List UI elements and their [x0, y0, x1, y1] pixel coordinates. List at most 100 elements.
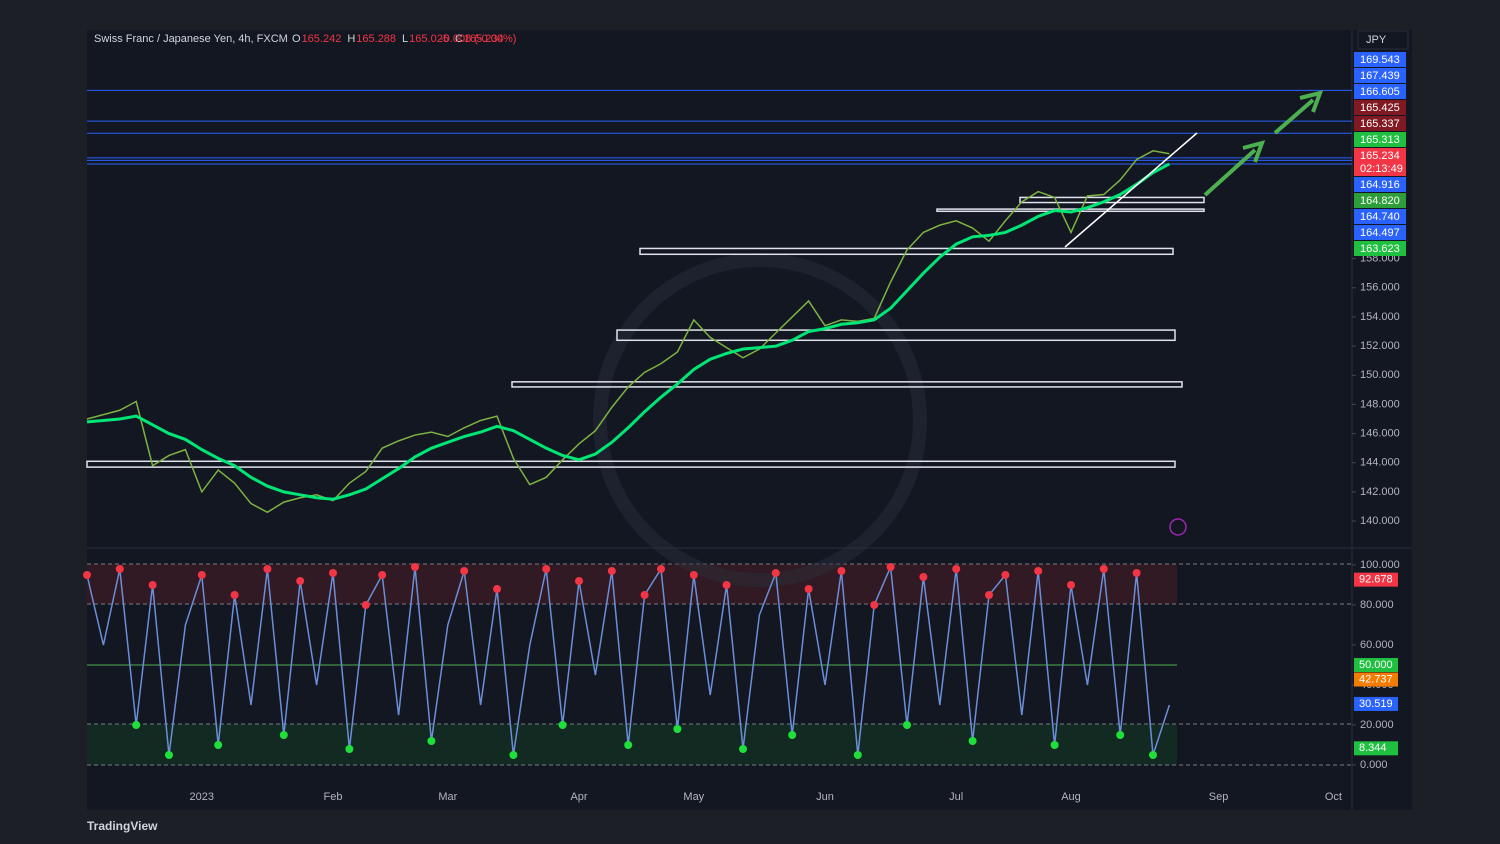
x-tick-label: Mar — [438, 791, 457, 803]
value-tag — [1354, 672, 1398, 687]
signal-dot — [673, 725, 682, 733]
signal-dot — [509, 751, 518, 759]
y-tick-label: 144.000 — [1360, 457, 1400, 469]
y-tick-label: 80.000 — [1360, 599, 1394, 611]
countdown: 02:13:49 — [1360, 163, 1403, 175]
x-tick-label: May — [683, 791, 704, 803]
signal-dot — [1067, 581, 1075, 589]
zone — [511, 381, 1183, 388]
signal-dot — [804, 585, 813, 593]
signal-dot — [640, 591, 649, 599]
signal-dot — [870, 601, 879, 609]
trend-line — [1064, 132, 1198, 248]
ohlc-label: O — [292, 33, 301, 45]
price-tag — [1354, 84, 1406, 99]
signal-dot — [837, 567, 846, 575]
signal-dot — [493, 585, 501, 593]
price-tag — [1354, 225, 1406, 240]
price-tag-label: 167.439 — [1360, 70, 1400, 82]
zone — [616, 329, 1176, 342]
signal-dot — [1001, 571, 1010, 579]
price-tag-label: 165.313 — [1360, 134, 1400, 146]
signal-dot — [165, 751, 173, 759]
signal-dot — [1034, 567, 1043, 575]
price-tag — [1354, 193, 1406, 208]
x-tick-label: Aug — [1061, 791, 1081, 803]
value-tag-label: 42.737 — [1359, 673, 1393, 685]
y-tick-label: 142.000 — [1360, 486, 1400, 498]
arrow — [1273, 90, 1324, 135]
value-tag-label: 50.000 — [1359, 659, 1393, 671]
brand: TradingView — [87, 819, 158, 833]
price-tag — [1354, 100, 1406, 115]
ohlc-label: L — [402, 33, 408, 45]
x-tick-label: Sep — [1209, 791, 1229, 803]
y-tick-label: 60.000 — [1360, 639, 1394, 651]
value-tag — [1354, 572, 1398, 587]
value-tag-label: 8.344 — [1359, 742, 1387, 754]
arrow — [1203, 140, 1266, 197]
y-tick-label: 156.000 — [1360, 282, 1400, 294]
ohlc-value: 165.288 — [356, 33, 396, 45]
y-tick-label: 152.000 — [1360, 340, 1400, 352]
price-tag-label: 164.916 — [1360, 179, 1400, 191]
signal-dot — [1116, 731, 1125, 739]
signal-dot — [607, 567, 616, 575]
price-tag — [1354, 177, 1406, 192]
signal-dot — [1050, 741, 1059, 749]
signal-dot — [739, 745, 747, 753]
signal-dot — [460, 567, 469, 575]
y-tick-label: 154.000 — [1360, 311, 1400, 323]
signal-dot — [296, 577, 305, 585]
value-tag — [1354, 658, 1398, 672]
y-tick-label: 140.000 — [1360, 515, 1400, 527]
signal-dot — [427, 737, 436, 745]
currency: JPY — [1366, 34, 1387, 46]
y-tick-label: 146.000 — [1360, 427, 1400, 439]
signal-dot — [1132, 569, 1141, 577]
ohlc-value: 165.242 — [302, 33, 342, 45]
ohlc-label: C — [455, 33, 463, 45]
x-tick-label: Apr — [570, 791, 587, 803]
signal-dot — [788, 731, 797, 739]
signal-dot — [197, 571, 206, 579]
signal-dot — [115, 565, 124, 573]
price-tag-label: 164.497 — [1360, 227, 1400, 239]
ohlc-label: H — [347, 33, 355, 45]
signal-dot — [230, 591, 239, 599]
y-tick-label: 148.000 — [1360, 398, 1400, 410]
price-tag — [1354, 132, 1406, 147]
signal-dot — [329, 569, 337, 577]
value-tag — [1354, 696, 1398, 711]
signal-dot — [132, 721, 141, 729]
x-tick-label: 2023 — [190, 791, 214, 803]
alert-icon — [1169, 518, 1187, 536]
price-tag — [1354, 116, 1406, 131]
price-tag-label: 166.605 — [1360, 86, 1400, 98]
signal-dot — [853, 751, 862, 759]
signal-dot — [83, 571, 91, 579]
ohlc-value: 165.025 — [409, 33, 449, 45]
signal-dot — [558, 721, 567, 729]
signal-dot — [886, 563, 895, 571]
signal-dot — [985, 591, 993, 599]
signal-dot — [575, 577, 583, 585]
signal-dot — [919, 573, 928, 581]
zone — [86, 460, 1176, 468]
value-tag-label: 30.519 — [1359, 698, 1393, 710]
signal-dot — [952, 565, 961, 573]
signal-dot — [968, 737, 977, 745]
price-tag-label: 164.820 — [1360, 195, 1400, 207]
y-tick-label: 20.000 — [1360, 719, 1394, 731]
price-tag-label: 169.543 — [1360, 54, 1400, 66]
signal-dot — [345, 745, 354, 753]
signal-dot — [378, 571, 387, 579]
signal-dot — [148, 581, 157, 589]
signal-dot — [279, 731, 288, 739]
symbol: Swiss Franc / Japanese Yen, 4h, FXCM — [94, 33, 288, 45]
price-tag-label: 165.234 — [1360, 150, 1400, 162]
currency-box — [1357, 30, 1409, 50]
x-tick-label: Feb — [324, 791, 343, 803]
price-tag — [1354, 148, 1406, 176]
